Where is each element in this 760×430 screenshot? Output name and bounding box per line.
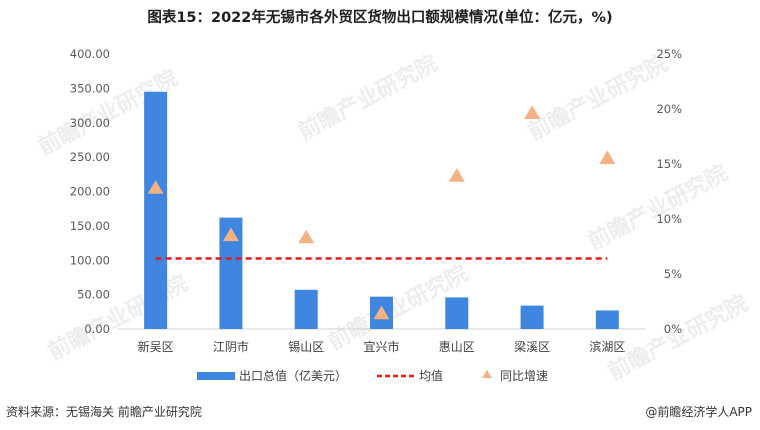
bar — [294, 289, 318, 329]
y-left-tick-label: 200.00 — [70, 185, 110, 199]
y-left-tick-label: 0.00 — [84, 322, 110, 336]
bar — [144, 91, 168, 329]
legend-label: 同比增速 — [500, 369, 548, 383]
x-tick-label: 梁溪区 — [514, 339, 550, 354]
legend-label: 出口总值（亿美元） — [239, 368, 347, 383]
chart-svg: 0.00 50.00 100.00 150.00 200.00 250.00 300.00 3… — [70, 47, 682, 383]
y-left-tick-label: 100.00 — [70, 253, 110, 267]
growth-marker — [298, 229, 315, 244]
growth-marker — [448, 168, 465, 182]
x-tick-label: 锡山区 — [288, 339, 324, 354]
y-right-tick-label: 25% — [656, 47, 682, 61]
y-right-tick-label: 15% — [656, 157, 682, 171]
source-note: 资料来源：无锡海关 前瞻产业研究院 — [6, 405, 202, 419]
y-right-tick-label: 10% — [656, 212, 682, 226]
x-tick-label: 惠山区 — [439, 340, 475, 354]
y-left-tick-label: 250.00 — [70, 150, 110, 164]
bar — [520, 305, 544, 329]
y-right-tick-label: 5% — [664, 267, 682, 281]
growth-marker — [373, 305, 390, 320]
growth-marker — [147, 180, 164, 194]
bar — [445, 297, 469, 329]
bar — [219, 217, 243, 329]
growth-marker — [222, 227, 239, 242]
y-left-tick-label: 300.00 — [70, 116, 110, 130]
growth-marker — [599, 150, 616, 165]
x-tick-label: 新吴区 — [138, 339, 174, 354]
growth-marker — [524, 105, 541, 119]
y-right-tick-label: 0% — [664, 322, 682, 336]
chart-title: 图表15：2022年无锡市各外贸区货物出口额规模情况(单位：亿元，%) — [147, 10, 613, 26]
x-tick-label: 宜兴市 — [363, 339, 399, 354]
x-tick-label: 江阴市 — [213, 339, 249, 354]
x-tick-label: 滨湖区 — [589, 339, 625, 354]
legend-bar-swatch — [197, 372, 235, 380]
y-left-tick-label: 50.00 — [77, 288, 110, 302]
y-left-tick-label: 150.00 — [70, 219, 110, 233]
bar — [595, 310, 619, 329]
y-left-tick-label: 400.00 — [70, 47, 110, 61]
brand-note: @前瞻经济学人APP — [645, 405, 752, 419]
legend-marker-swatch — [482, 370, 492, 378]
y-right-tick-label: 20% — [656, 102, 682, 116]
y-left-tick-label: 350.00 — [70, 81, 110, 95]
legend-label: 均值 — [419, 368, 443, 383]
